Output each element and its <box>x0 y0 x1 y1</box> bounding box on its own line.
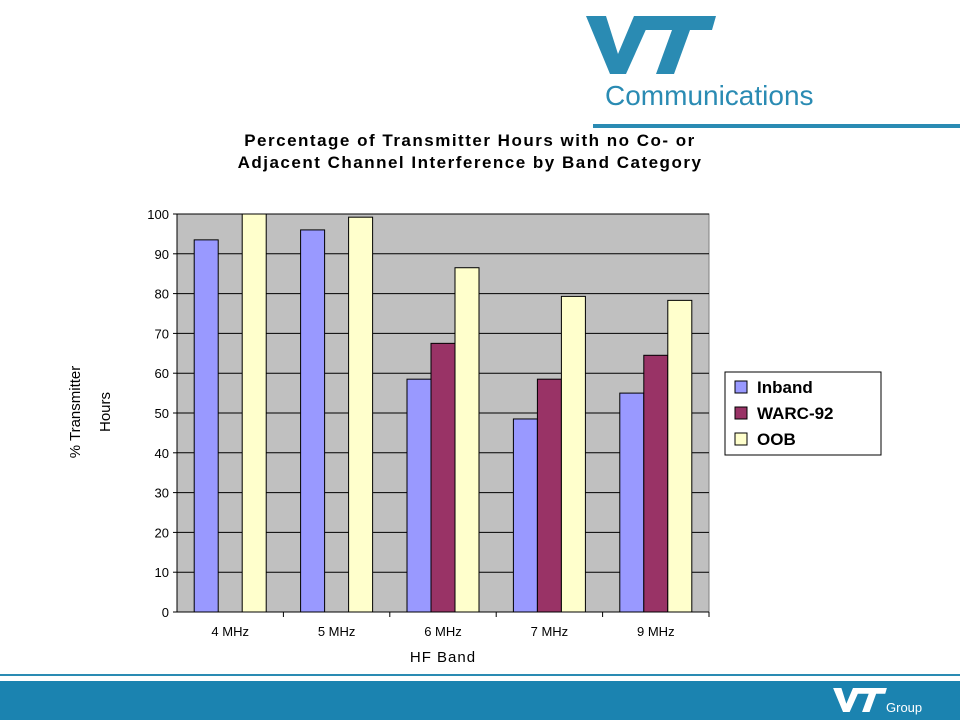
header-rule <box>593 124 960 128</box>
chart-title: Percentage of Transmitter Hours with no … <box>150 130 790 174</box>
legend-swatch <box>734 380 748 394</box>
y-tick-label: 100 <box>147 207 169 222</box>
footer-rule <box>0 674 960 676</box>
y-tick-label: 80 <box>155 287 169 302</box>
bar-oob <box>348 216 374 613</box>
legend-label: Inband <box>757 378 813 397</box>
bar-inband <box>406 378 432 613</box>
y-tick-label: 0 <box>162 605 169 620</box>
legend-label: WARC-92 <box>757 404 834 423</box>
x-tick-label: 5 MHz <box>318 624 356 639</box>
bar-inband <box>619 392 645 613</box>
vt-logo-icon <box>586 16 716 74</box>
y-tick-label: 40 <box>155 446 169 461</box>
bar-oob <box>560 295 586 613</box>
legend-label: OOB <box>757 430 796 449</box>
company-subtitle: Communications <box>605 80 814 111</box>
bar-inband <box>300 229 326 613</box>
footer-group-label: Group <box>886 700 923 715</box>
bar-oob <box>454 267 480 613</box>
y-tick-label: 60 <box>155 366 169 381</box>
y-tick-label: 90 <box>155 247 169 262</box>
y-tick-label: 50 <box>155 406 169 421</box>
bar-oob <box>241 213 267 613</box>
bar-inband <box>193 239 219 613</box>
y-axis-label: % Transmitter <box>67 366 84 459</box>
chart-title-line-2: Adjacent Channel Interference by Band Ca… <box>237 153 703 172</box>
x-tick-label: 7 MHz <box>531 624 569 639</box>
bar-warc-92 <box>643 354 669 613</box>
x-axis-label: HF Band <box>410 649 476 666</box>
legend-swatch <box>734 432 748 446</box>
bar-inband <box>512 418 538 613</box>
bar-warc-92 <box>430 342 456 613</box>
footer-bar <box>0 681 960 720</box>
y-axis-label-line-2: Hours <box>97 392 114 432</box>
x-tick-label: 6 MHz <box>424 624 462 639</box>
x-tick-label: 4 MHz <box>211 624 249 639</box>
chart-title-line-1: Percentage of Transmitter Hours with no … <box>244 131 696 150</box>
legend-box <box>724 371 882 456</box>
legend-swatch <box>734 406 748 420</box>
y-tick-label: 70 <box>155 326 169 341</box>
y-tick-label: 30 <box>155 486 169 501</box>
y-tick-label: 20 <box>155 525 169 540</box>
vt-footer-logo-icon <box>833 688 887 712</box>
bar-oob <box>667 299 693 613</box>
y-tick-label: 10 <box>155 565 169 580</box>
bar-warc-92 <box>536 378 562 613</box>
x-tick-label: 9 MHz <box>637 624 675 639</box>
